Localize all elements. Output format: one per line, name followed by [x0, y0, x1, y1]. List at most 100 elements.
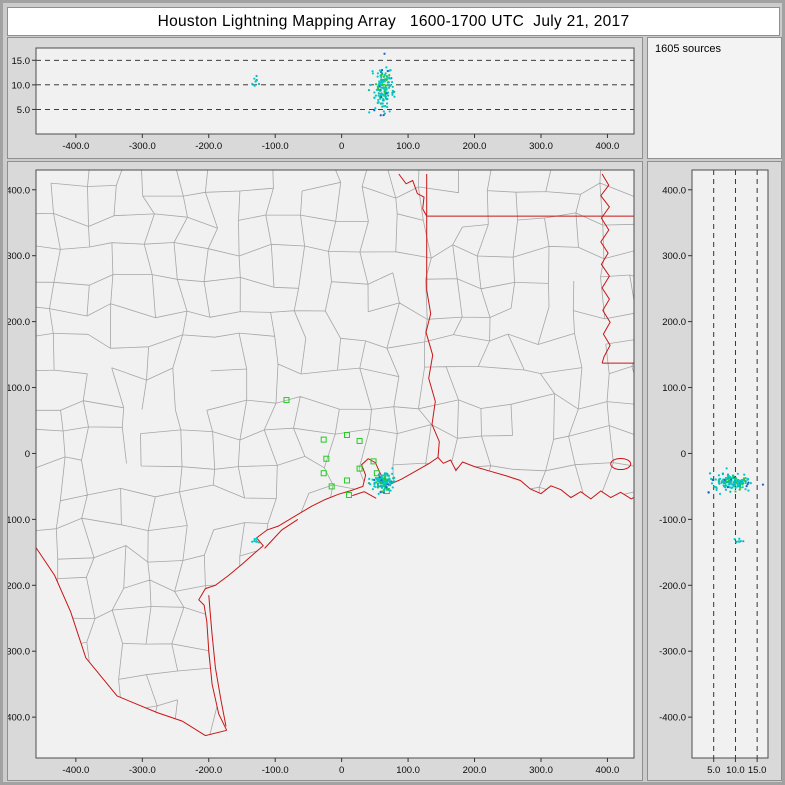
lightning-source-point	[386, 472, 389, 476]
lma-station-marker	[345, 491, 352, 498]
lightning-source-point	[253, 77, 256, 80]
lightning-source-point	[386, 81, 389, 84]
lightning-source-point	[747, 489, 750, 492]
ns-plot-area[interactable]	[692, 170, 768, 758]
lake-outline	[610, 458, 632, 470]
lightning-source-point	[253, 84, 256, 87]
axis-tick-label: 0	[25, 449, 30, 460]
axis-tick-label: -100.0	[262, 141, 289, 152]
lightning-source-point	[380, 86, 383, 89]
lightning-source-point	[738, 537, 741, 540]
lightning-source-point	[382, 93, 385, 97]
lightning-source-point	[383, 91, 386, 94]
lightning-source-point	[373, 481, 376, 485]
lightning-source-point	[380, 68, 384, 72]
axis-tick-label: 10.0	[726, 765, 745, 776]
lightning-source-point	[739, 539, 742, 543]
lightning-source-point	[727, 483, 730, 486]
axis-tick-label: -400.0	[62, 765, 89, 776]
lightning-source-point	[377, 473, 380, 476]
lightning-source-point	[378, 82, 381, 85]
lightning-source-point	[738, 485, 742, 488]
lightning-source-point	[727, 477, 730, 480]
axis-tick-label: 400.0	[662, 185, 686, 196]
lma-station-marker	[320, 470, 327, 477]
axis-tick-label: -400.0	[62, 141, 89, 152]
axis-tick-label: 15.0	[12, 56, 31, 67]
lightning-source-point	[379, 73, 383, 77]
lma-station-marker	[343, 431, 350, 438]
lightning-source-point	[726, 473, 730, 476]
lightning-source-point	[745, 485, 748, 488]
lightning-source-point	[378, 80, 381, 83]
axis-tick-label: 5.0	[707, 765, 720, 776]
page-title: Houston Lightning Mapping Array 1600-170…	[157, 12, 630, 30]
axis-tick-label: 200.0	[662, 317, 686, 328]
lightning-source-point	[707, 491, 710, 494]
lightning-source-point	[379, 114, 382, 117]
lightning-source-point	[726, 485, 729, 489]
axis-tick-label: -200.0	[659, 581, 686, 592]
lightning-source-point	[376, 85, 380, 88]
mexico-region	[36, 547, 227, 758]
lightning-source-point	[390, 472, 394, 475]
lightning-source-point	[257, 82, 261, 86]
plan-view-plot[interactable]: -400.0 -300.0 -200.0 -100.0 0 100.0 200.0 300.0…	[8, 162, 642, 780]
lightning-source-point	[386, 481, 389, 484]
lightning-source-point	[715, 488, 718, 492]
ew-plot-area[interactable]	[36, 48, 634, 134]
lightning-source-point	[376, 484, 380, 487]
lightning-source-point	[725, 478, 729, 481]
lightning-source-point	[388, 84, 392, 87]
lightning-source-point	[385, 66, 388, 69]
axis-tick-label: -300.0	[129, 141, 156, 152]
axis-tick-label: -200.0	[195, 765, 222, 776]
lightning-source-point	[384, 475, 387, 478]
lma-station-marker	[370, 458, 377, 465]
ns-altitude-plot[interactable]: 5.0 10.0 15.0 400.0 300.0 200.0 100.0 0 -100.0 -2…	[648, 162, 781, 780]
axis-tick-label: 300.0	[529, 765, 553, 776]
lightning-source-point	[736, 482, 740, 485]
lightning-source-point	[391, 93, 394, 96]
axis-tick-label: 300.0	[662, 251, 686, 262]
lightning-source-point	[377, 94, 380, 97]
axis-tick-label: 200.0	[8, 317, 30, 328]
lightning-source-point	[374, 94, 378, 97]
lightning-source-point	[388, 479, 391, 482]
lightning-source-point	[724, 488, 728, 491]
lightning-source-point	[383, 485, 386, 488]
lightning-source-point	[741, 481, 744, 484]
lightning-source-point	[367, 89, 371, 92]
lightning-source-point	[386, 69, 389, 73]
lma-station-marker	[356, 465, 363, 472]
lightning-source-point	[384, 86, 387, 89]
lightning-source-point	[371, 72, 374, 75]
lightning-source-point	[383, 112, 387, 115]
lightning-source-point	[373, 485, 376, 488]
lightning-source-point	[388, 74, 391, 77]
lightning-source-point	[368, 477, 371, 481]
lightning-source-point	[378, 476, 381, 479]
lightning-source-point	[744, 480, 747, 483]
lightning-source-point	[391, 486, 394, 489]
lightning-source-point	[377, 98, 380, 102]
lightning-source-point	[382, 110, 385, 113]
lightning-source-point	[254, 540, 257, 543]
lightning-source-point	[382, 114, 385, 117]
lightning-source-point	[391, 480, 394, 484]
lightning-source-point	[374, 107, 377, 110]
axis-tick-label: 400.0	[596, 141, 620, 152]
panel-ew-altitude: -400.0 -300.0 -200.0 -100.0 0 100.0 200.0 300.0…	[7, 37, 643, 159]
lightning-source-point	[744, 488, 747, 491]
lightning-source-point	[380, 96, 383, 99]
lightning-source-point	[724, 480, 727, 484]
lightning-source-point	[382, 83, 385, 86]
gulf-of-mexico-water	[198, 457, 634, 758]
lma-station-marker	[323, 455, 330, 462]
ew-altitude-plot[interactable]: -400.0 -300.0 -200.0 -100.0 0 100.0 200.0 300.0…	[8, 38, 642, 158]
lightning-source-point	[382, 75, 385, 78]
lightning-source-point	[378, 478, 381, 481]
lightning-source-point	[378, 480, 381, 483]
lightning-source-point	[373, 96, 376, 99]
lightning-source-point	[371, 478, 374, 481]
